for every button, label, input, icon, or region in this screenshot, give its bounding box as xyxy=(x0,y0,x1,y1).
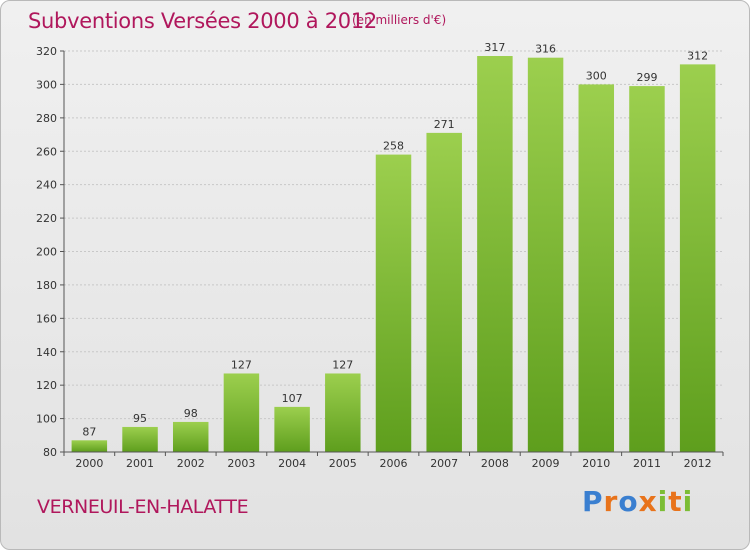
bar xyxy=(629,86,665,453)
x-tick-label: 2006 xyxy=(380,457,408,470)
x-tick-label: 2004 xyxy=(278,457,306,470)
bar-value-label: 317 xyxy=(484,41,505,54)
y-tick-label: 260 xyxy=(36,145,57,158)
chart-subtitle: (en milliers d'€) xyxy=(352,13,447,27)
logo-letter: P xyxy=(582,485,604,518)
logo-letter: r xyxy=(603,485,619,518)
bar-value-label: 98 xyxy=(184,407,198,420)
bar-value-label: 127 xyxy=(332,358,353,371)
y-tick-label: 280 xyxy=(36,112,57,125)
bar xyxy=(122,426,158,452)
y-tick-label: 120 xyxy=(36,379,57,392)
y-tick-label: 180 xyxy=(36,279,57,292)
x-axis: 2000 2001 2002 2003 2004 2005 2006 2007 2008 2009… xyxy=(63,451,724,470)
x-tick-label: 2007 xyxy=(430,457,458,470)
bar-value-label: 87 xyxy=(82,425,96,438)
bar-value-label: 271 xyxy=(434,118,455,131)
bar-value-label: 107 xyxy=(282,392,303,405)
proxiti-logo: Proxiti xyxy=(582,485,693,518)
y-tick-label: 140 xyxy=(36,346,57,359)
bar-value-label: 299 xyxy=(636,71,657,84)
y-tick-label: 300 xyxy=(36,78,57,91)
bar xyxy=(679,64,716,452)
x-tick-label: 2008 xyxy=(481,457,509,470)
bar xyxy=(477,56,513,452)
y-axis: 80 100 120 140 160 180 200 220 240 260 280 300 320 xyxy=(36,45,65,459)
x-tick-label: 2012 xyxy=(684,457,712,470)
x-tick-label: 2011 xyxy=(633,457,661,470)
bar-value-label: 127 xyxy=(231,358,252,371)
logo-letter: t xyxy=(668,485,683,518)
logo-letter: o xyxy=(618,485,639,518)
y-tick-label: 160 xyxy=(36,312,57,325)
x-tick-label: 2005 xyxy=(329,457,357,470)
bar xyxy=(172,421,209,452)
x-tick-label: 2009 xyxy=(532,457,560,470)
bar xyxy=(223,373,260,452)
x-tick-label: 2003 xyxy=(227,457,255,470)
y-tick-label: 200 xyxy=(36,246,57,259)
bar xyxy=(71,440,108,452)
bar xyxy=(578,84,615,453)
y-tick-label: 100 xyxy=(36,413,57,426)
bars: 87 95 98 127 107 127 258 271 317 316 300 299 312 xyxy=(71,41,716,453)
y-tick-label: 320 xyxy=(36,45,57,58)
logo-letter: i xyxy=(682,485,694,518)
bar xyxy=(426,132,462,452)
bar xyxy=(325,373,361,452)
bar-value-label: 312 xyxy=(687,49,708,62)
bar-value-label: 95 xyxy=(133,412,147,425)
bar xyxy=(527,57,564,452)
bar-value-label: 316 xyxy=(535,43,556,56)
bar-value-label: 300 xyxy=(586,69,607,82)
x-tick-label: 2010 xyxy=(582,457,610,470)
logo-letter: i xyxy=(657,485,669,518)
chart-title: Subventions Versées 2000 à 2012 xyxy=(28,9,377,33)
y-tick-label: 240 xyxy=(36,179,57,192)
y-tick-label: 220 xyxy=(36,212,57,225)
bar xyxy=(274,406,310,452)
x-tick-label: 2001 xyxy=(126,457,154,470)
bar-value-label: 258 xyxy=(383,140,404,153)
x-tick-label: 2002 xyxy=(177,457,205,470)
commune-name: VERNEUIL-EN-HALATTE xyxy=(37,496,249,518)
bar xyxy=(375,154,412,452)
x-tick-label: 2000 xyxy=(75,457,103,470)
logo-letter: x xyxy=(638,485,658,518)
y-tick-label: 80 xyxy=(43,446,57,459)
